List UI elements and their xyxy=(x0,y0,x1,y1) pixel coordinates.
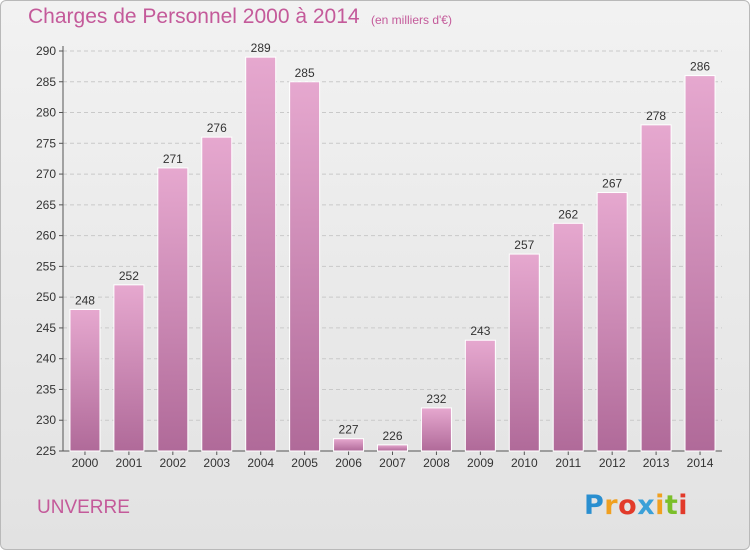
bar-2007 xyxy=(377,444,408,452)
category-label-2007: 2007 xyxy=(379,456,406,470)
bars xyxy=(69,56,716,452)
value-label-2007: 226 xyxy=(382,429,402,443)
value-label-2005: 285 xyxy=(295,66,315,80)
category-label-2009: 2009 xyxy=(467,456,494,470)
y-tick-label: 235 xyxy=(36,382,56,396)
commune-name: UNVERRE xyxy=(37,497,130,518)
chart-subtitle: (en milliers d'€) xyxy=(371,13,452,27)
bar-2010 xyxy=(508,253,540,452)
category-label-2003: 2003 xyxy=(203,456,230,470)
value-label-2012: 267 xyxy=(602,177,622,191)
value-label-2000: 248 xyxy=(75,293,95,307)
logo-letter: i xyxy=(655,490,665,521)
category-label-2013: 2013 xyxy=(643,456,670,470)
value-label-2014: 286 xyxy=(690,60,710,74)
bar-2009 xyxy=(464,339,496,452)
logo-letter: x xyxy=(637,490,656,521)
category-label-2000: 2000 xyxy=(72,456,99,470)
value-label-2001: 252 xyxy=(119,269,139,283)
value-label-2009: 243 xyxy=(470,324,490,338)
logo-letter: r xyxy=(604,490,619,521)
bar-2008 xyxy=(420,407,452,452)
logo-letter: t xyxy=(664,490,679,521)
category-label-2010: 2010 xyxy=(511,456,538,470)
bar-2000 xyxy=(69,308,101,452)
value-label-2002: 271 xyxy=(163,152,183,166)
category-label-2001: 2001 xyxy=(116,456,143,470)
y-tick-label: 255 xyxy=(36,259,56,273)
y-tick-label: 240 xyxy=(36,352,56,366)
category-label-2004: 2004 xyxy=(247,456,274,470)
chart-title: Charges de Personnel 2000 à 2014 xyxy=(28,5,360,28)
value-label-2013: 278 xyxy=(646,109,666,123)
y-tick-label: 275 xyxy=(36,136,56,150)
y-tick-label: 280 xyxy=(36,106,56,120)
value-label-2006: 227 xyxy=(339,423,359,437)
category-label-2011: 2011 xyxy=(555,456,581,470)
y-tick-label: 250 xyxy=(36,290,56,304)
y-tick-label: 285 xyxy=(36,75,56,89)
bar-2014 xyxy=(684,75,716,452)
bar-2002 xyxy=(157,167,189,452)
bar-2003 xyxy=(201,136,233,452)
bar-2006 xyxy=(333,438,365,452)
y-tick-label: 265 xyxy=(36,198,56,212)
value-label-2008: 232 xyxy=(426,392,446,406)
bar-2012 xyxy=(596,192,628,452)
value-label-2003: 276 xyxy=(207,121,227,135)
labels: 225 230 235 240 245 250 255 260 265 270 275 280 285 2… xyxy=(36,41,714,470)
y-tick-label: 225 xyxy=(36,444,56,458)
logo-letter: i xyxy=(678,490,689,521)
value-label-2004: 289 xyxy=(251,41,271,55)
bar-2004 xyxy=(245,56,277,452)
bar-2011 xyxy=(552,222,584,452)
logo-letter: o xyxy=(618,490,638,521)
category-label-2014: 2014 xyxy=(687,456,714,470)
bar-2005 xyxy=(289,81,321,452)
y-tick-label: 290 xyxy=(36,44,56,58)
bar-2001 xyxy=(113,284,145,452)
value-label-2010: 257 xyxy=(514,238,534,252)
logo-letter: P xyxy=(584,490,605,521)
category-label-2008: 2008 xyxy=(423,456,450,470)
value-label-2011: 262 xyxy=(558,207,578,221)
y-tick-label: 245 xyxy=(36,321,56,335)
y-tick-label: 230 xyxy=(36,413,56,427)
proxiti-logo: Proxiti xyxy=(584,490,688,521)
category-label-2006: 2006 xyxy=(335,456,362,470)
y-tick-label: 260 xyxy=(36,229,56,243)
category-label-2002: 2002 xyxy=(159,456,186,470)
y-tick-label: 270 xyxy=(36,167,56,181)
category-label-2012: 2012 xyxy=(599,456,626,470)
bar-2013 xyxy=(640,124,672,452)
category-label-2005: 2005 xyxy=(291,456,318,470)
